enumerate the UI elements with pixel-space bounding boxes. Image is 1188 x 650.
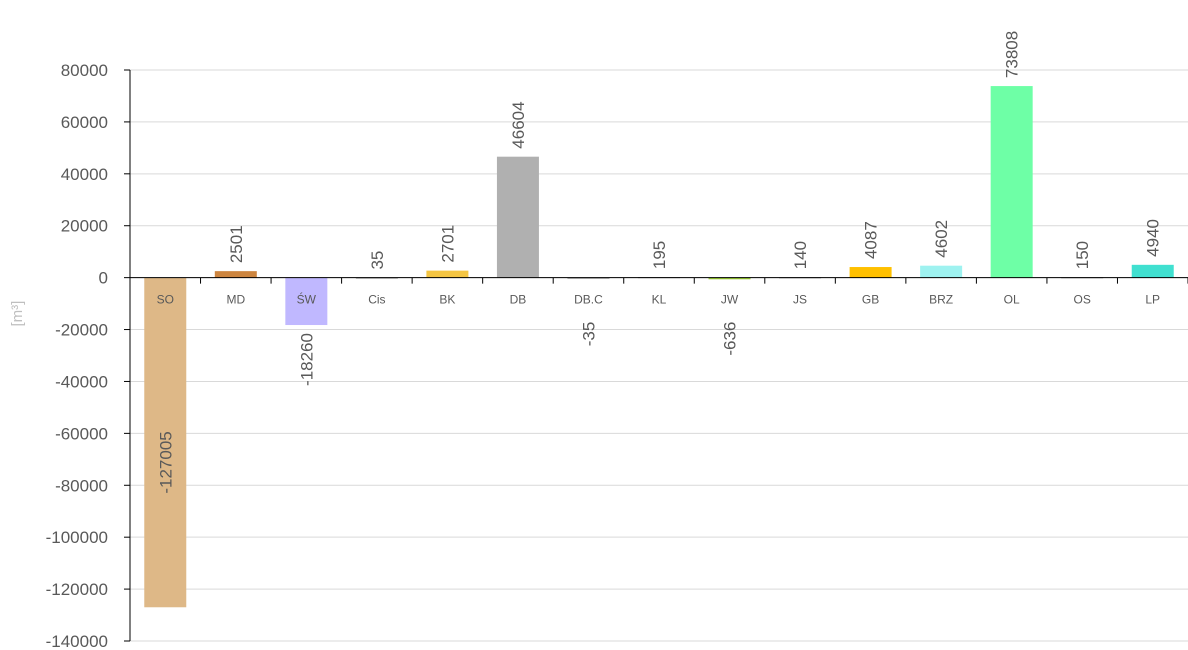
- category-label: DB.C: [574, 293, 603, 307]
- data-label: 4087: [862, 221, 881, 259]
- bars: [144, 86, 1174, 608]
- y-tick-label: -40000: [55, 372, 108, 391]
- data-label: -636: [721, 322, 740, 356]
- category-label: Cis: [368, 293, 385, 307]
- data-labels: -127005 2501 -18260 35 2701 46604 -35 195 -636 14…: [156, 31, 1162, 494]
- category-label: OL: [1004, 293, 1020, 307]
- y-tick-label: 40000: [61, 165, 108, 184]
- bar-św: [285, 277, 328, 326]
- data-label: -35: [579, 322, 598, 347]
- data-label: 140: [791, 241, 810, 269]
- data-label: 195: [650, 241, 669, 269]
- y-tick-label: 0: [99, 269, 108, 288]
- category-label: DB: [510, 293, 527, 307]
- data-label: 150: [1073, 241, 1092, 269]
- category-label: SO: [157, 293, 174, 307]
- bar-db: [496, 156, 539, 278]
- category-label: KL: [652, 293, 667, 307]
- bar-md: [214, 271, 257, 278]
- y-tick-label: -140000: [46, 632, 108, 650]
- category-label: OS: [1074, 293, 1091, 307]
- y-tick-labels: -140000 -120000 -100000 -80000 -60000 -40000 -…: [46, 61, 1188, 650]
- category-label: ŚW: [297, 292, 317, 307]
- y-tick-label: 80000: [61, 61, 108, 80]
- bar-gb: [849, 267, 892, 278]
- bar-lp: [1131, 264, 1174, 278]
- category-label: JS: [793, 293, 807, 307]
- data-label: 4602: [932, 220, 951, 258]
- y-tick-label: -120000: [46, 580, 108, 599]
- bar-brz: [920, 265, 963, 278]
- data-label: -127005: [156, 431, 175, 493]
- category-label: BRZ: [929, 293, 953, 307]
- y-tick-label: -80000: [55, 476, 108, 495]
- category-label: MD: [226, 293, 245, 307]
- data-label: -18260: [297, 333, 316, 386]
- data-label: 2501: [227, 225, 246, 263]
- category-label: GB: [862, 293, 879, 307]
- data-label: 2701: [438, 225, 457, 263]
- bar-bk: [426, 270, 469, 278]
- y-axis-title: [m³]: [9, 301, 26, 327]
- y-tick-label: -60000: [55, 424, 108, 443]
- bar-so: [144, 277, 187, 608]
- y-tick-label: 20000: [61, 217, 108, 236]
- data-label: 4940: [1144, 219, 1163, 257]
- y-tick-label: -20000: [55, 321, 108, 340]
- category-label: JW: [721, 293, 739, 307]
- bar-jw: [708, 277, 751, 280]
- data-label: 73808: [1003, 31, 1022, 78]
- category-label: BK: [439, 293, 455, 307]
- data-label: 46604: [509, 101, 528, 148]
- y-tick-label: 60000: [61, 113, 108, 132]
- data-label: 35: [368, 251, 387, 270]
- bar-ol: [990, 86, 1033, 278]
- category-labels: SO MD ŚW Cis BK DB DB.C KL JW JS GB BRZ OL OS LP: [157, 292, 1160, 307]
- y-tick-label: -100000: [46, 528, 108, 547]
- category-label: LP: [1145, 293, 1160, 307]
